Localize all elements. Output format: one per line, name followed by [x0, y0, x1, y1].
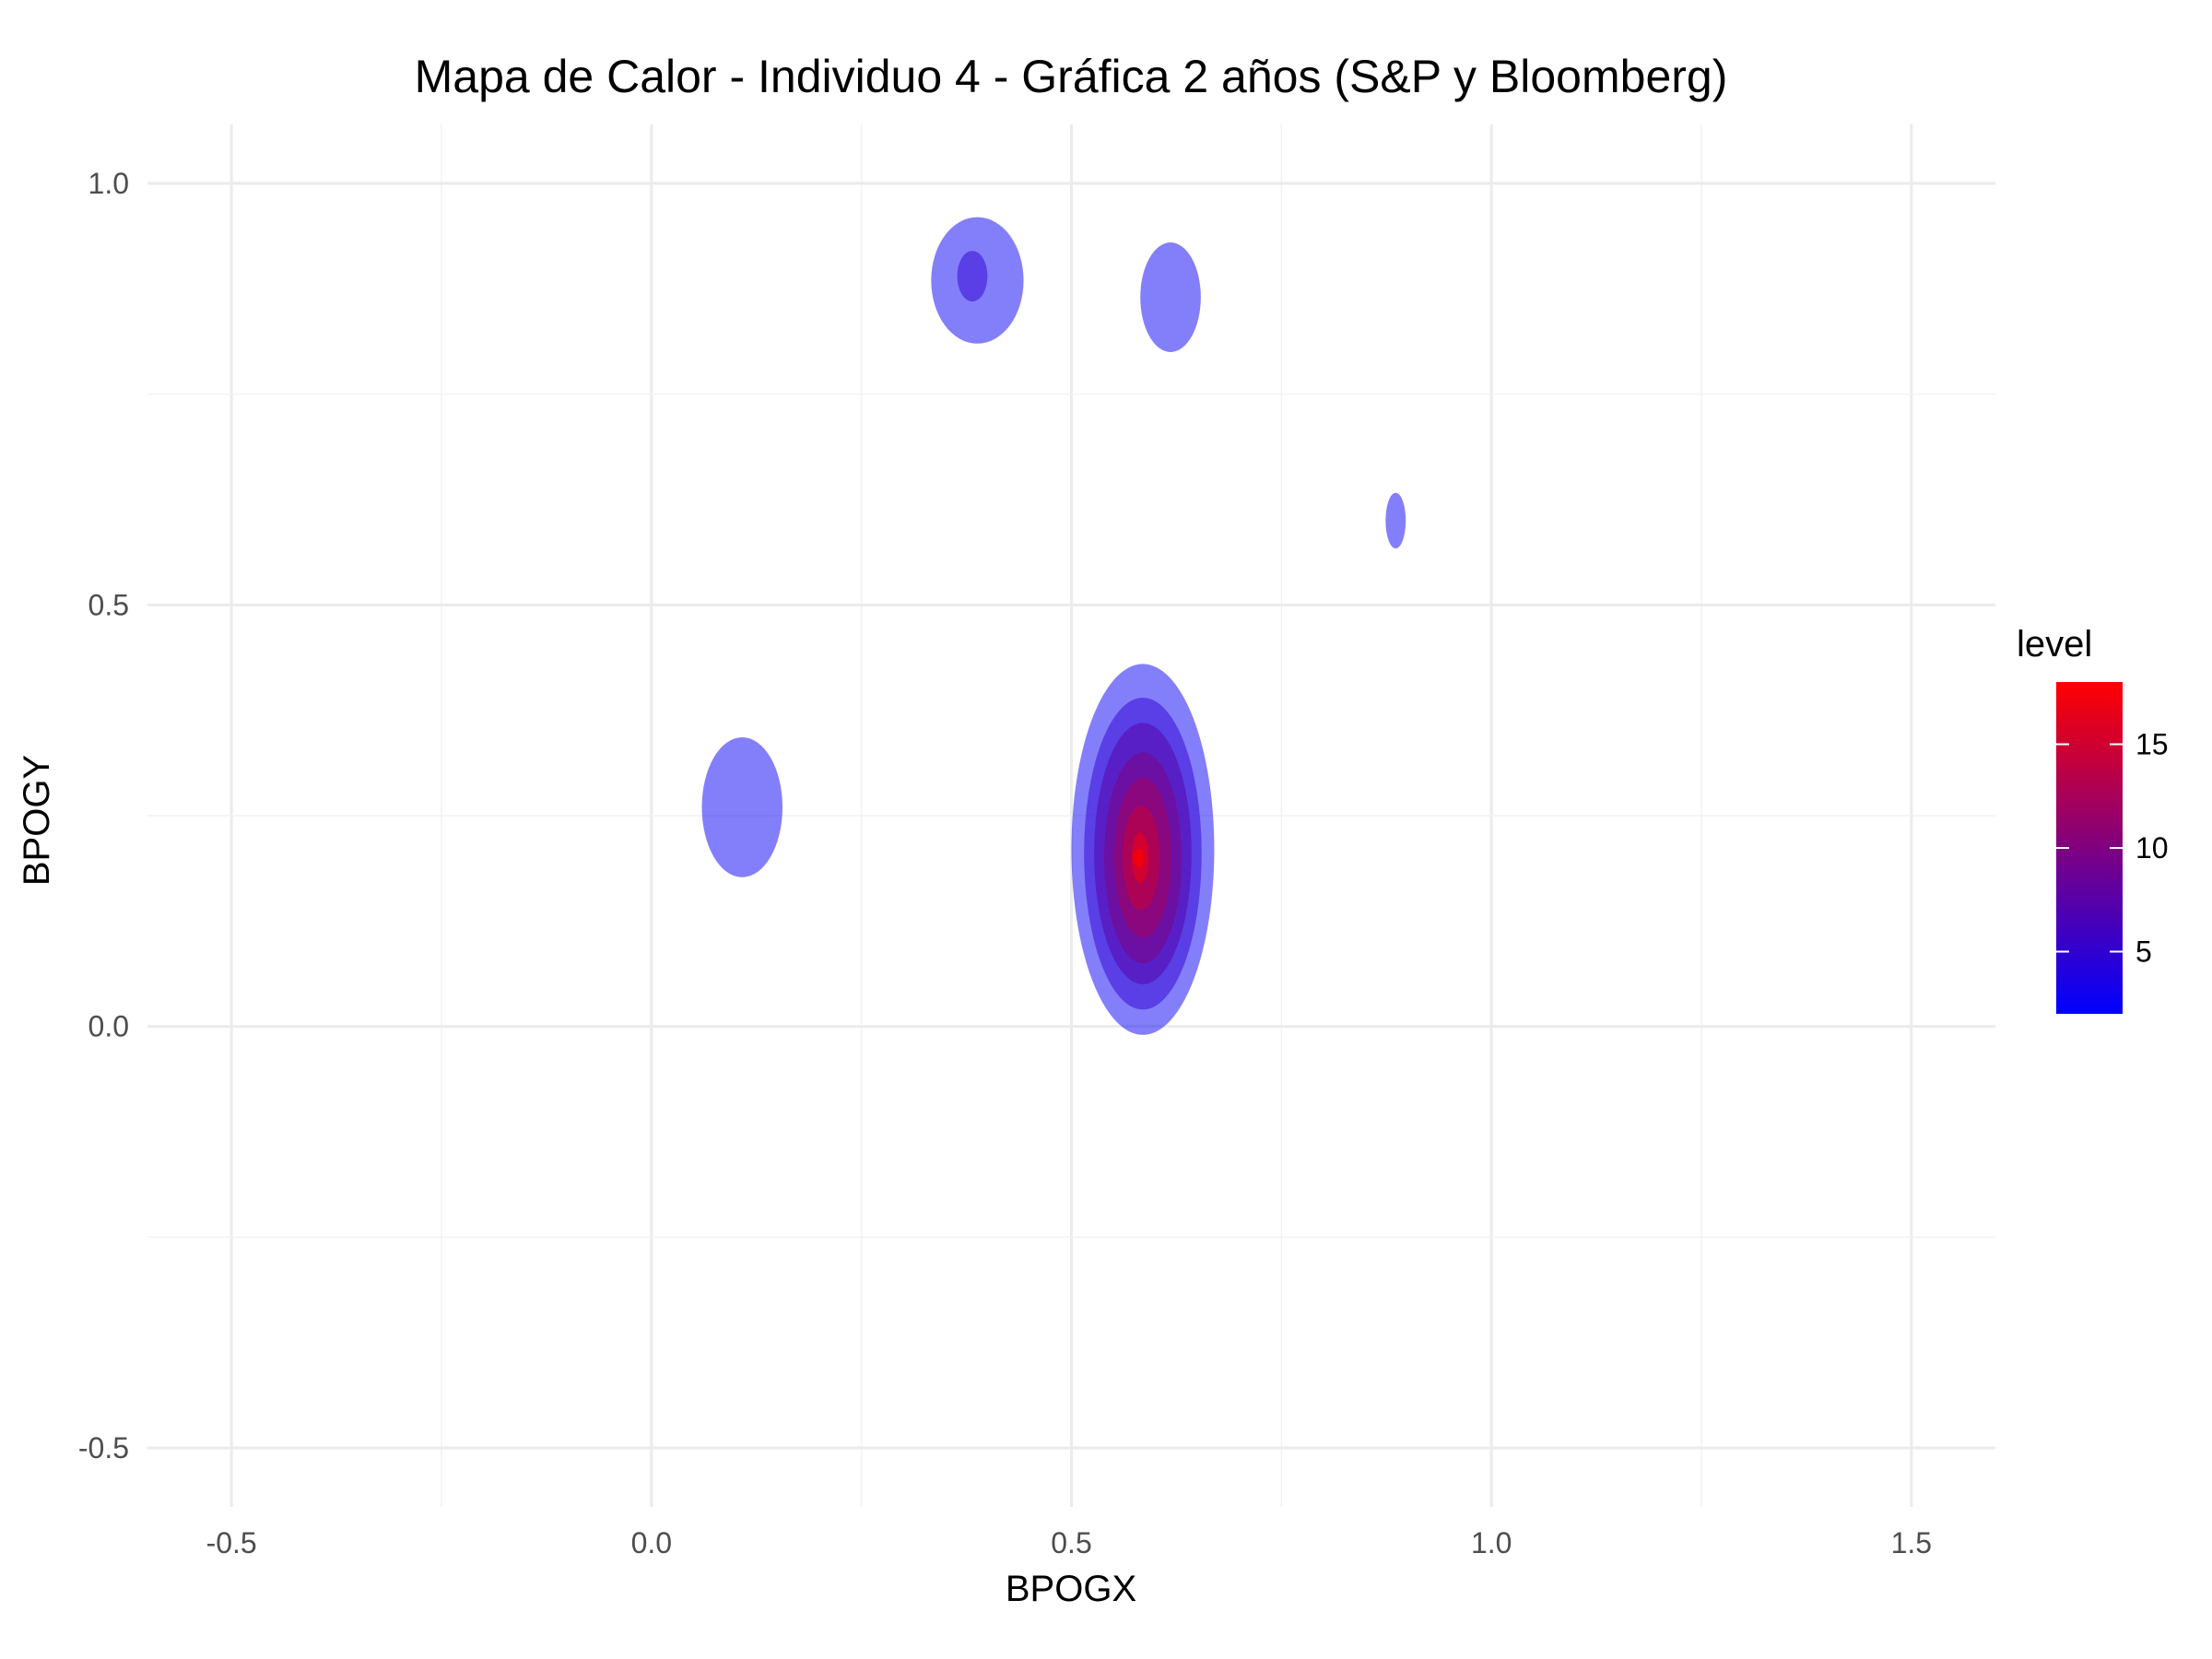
y-tick-label: -0.5	[78, 1431, 129, 1465]
legend: level 5 10 15	[2017, 624, 2169, 1014]
x-tick-label: 1.0	[1471, 1526, 1512, 1559]
density-peak	[1133, 848, 1145, 867]
x-tick-label: -0.5	[206, 1526, 257, 1559]
density-region	[1140, 242, 1201, 352]
x-tick-label: 0.0	[631, 1526, 672, 1559]
y-axis-title: BPOGY	[17, 755, 57, 886]
density-region	[957, 251, 988, 302]
legend-title: level	[2017, 624, 2092, 665]
y-axis-ticks: -0.5 0.0 0.5 1.0	[78, 167, 129, 1465]
y-tick-label: 1.0	[88, 167, 129, 200]
legend-tick-label: 5	[2136, 935, 2152, 969]
x-axis-ticks: -0.5 0.0 0.5 1.0 1.5	[206, 1526, 1933, 1559]
density-region	[1385, 492, 1406, 549]
legend-ticks: 5 10 15	[2056, 728, 2169, 969]
x-tick-label: 0.5	[1051, 1526, 1091, 1559]
y-tick-label: 0.0	[88, 1010, 129, 1043]
chart-title: Mapa de Calor - Individuo 4 - Gráfica 2 …	[415, 51, 1728, 102]
density-regions	[701, 217, 1406, 1035]
grid-lines	[147, 124, 1995, 1507]
legend-tick-label: 15	[2136, 728, 2169, 761]
x-tick-label: 1.5	[1891, 1526, 1932, 1559]
x-axis-title: BPOGX	[1006, 1569, 1136, 1609]
legend-tick-label: 10	[2136, 831, 2169, 865]
density-region	[701, 736, 782, 877]
y-tick-label: 0.5	[88, 588, 129, 621]
